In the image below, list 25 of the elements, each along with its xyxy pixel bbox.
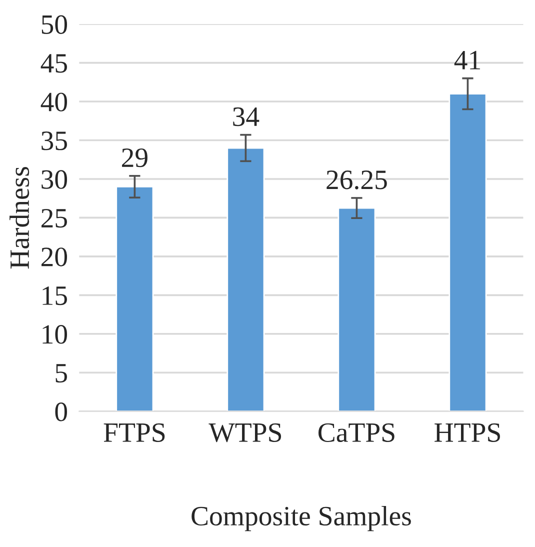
y-tick-label: 10 <box>42 325 68 344</box>
x-tick-label: CaTPS <box>318 423 394 442</box>
bar <box>226 147 265 412</box>
y-tick-label: 15 <box>42 286 67 306</box>
data-label: 34 <box>233 107 260 126</box>
y-tick-label: 40 <box>40 92 68 112</box>
y-tick-label: 25 <box>42 208 67 228</box>
x-tick-label: HTPS <box>434 423 500 442</box>
y-axis-title: Hardness <box>10 167 30 269</box>
y-tick-label: 20 <box>42 248 68 266</box>
bar <box>116 186 154 412</box>
data-label: 29 <box>122 148 148 168</box>
y-tick-label: 0 <box>55 402 68 422</box>
x-tick-label: WTPS <box>208 423 282 442</box>
y-tick-label: 50 <box>42 15 68 34</box>
y-tick-label: 30 <box>42 170 68 189</box>
bar <box>448 93 487 412</box>
data-label: 41 <box>454 50 480 70</box>
y-tick-label: 5 <box>56 364 67 383</box>
x-axis-title: Composite Samples <box>192 506 411 532</box>
x-tick-label: FTPS <box>104 423 165 442</box>
y-tick-label: 45 <box>40 54 67 73</box>
bar <box>338 207 376 412</box>
data-label: 26.25 <box>326 170 387 190</box>
y-tick-label: 35 <box>42 131 67 150</box>
